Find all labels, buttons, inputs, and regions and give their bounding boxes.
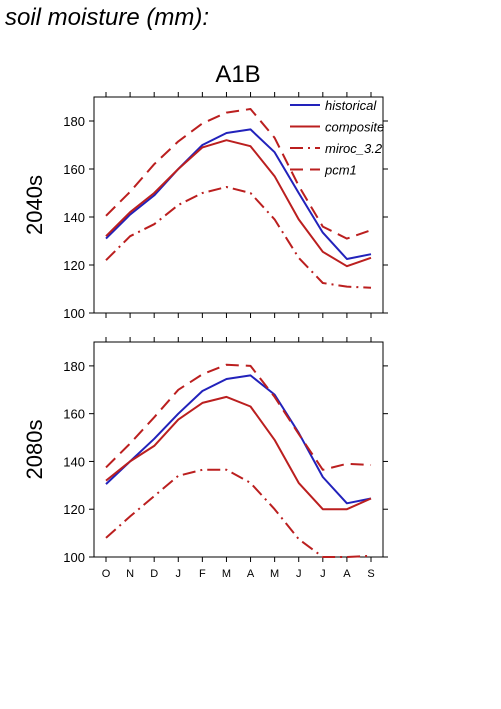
x-tick-label: N [126, 568, 134, 580]
y-tick-label: 120 [63, 258, 85, 273]
series-line-historical [105, 128, 372, 260]
y-tick-label: 120 [63, 502, 85, 517]
x-tick-label: A [247, 568, 255, 580]
legend-label: miroc_3.2 [325, 141, 383, 156]
series-line-composite [105, 139, 372, 268]
x-tick-label: D [150, 568, 158, 580]
y-tick-label: 180 [63, 359, 85, 374]
series-line-historical [105, 374, 372, 505]
legend-label: composite [325, 120, 384, 135]
x-tick-label: M [222, 568, 231, 580]
panel-label: 2080s [22, 420, 47, 480]
x-tick-label: J [296, 568, 302, 580]
series-line-composite [105, 395, 372, 511]
chart-title: A1B [215, 61, 260, 88]
y-tick-label: 140 [63, 454, 85, 469]
y-tick-label: 100 [63, 306, 85, 321]
x-tick-label: M [270, 568, 279, 580]
legend: historical composite miroc_3.2 pcm1 [290, 98, 384, 178]
legend-label: historical [325, 98, 377, 113]
x-tick-label: A [343, 568, 351, 580]
y-tick-label: 140 [63, 210, 85, 225]
y-tick-label: 100 [63, 550, 85, 565]
y-tick-label: 180 [63, 114, 85, 129]
x-tick-label: O [102, 568, 111, 580]
y-tick-label: 160 [63, 162, 85, 177]
page-title: soil moisture (mm): [5, 4, 210, 31]
x-tick-label: S [367, 568, 374, 580]
series-line-pcm1 [105, 363, 372, 471]
series-line-miroc-3-2 [105, 186, 372, 289]
series-line-miroc-3-2 [105, 468, 372, 558]
x-tick-label: F [199, 568, 206, 580]
y-tick-label: 160 [63, 407, 85, 422]
x-tick-label: J [320, 568, 326, 580]
x-tick-label: J [176, 568, 182, 580]
series-line-pcm1 [105, 108, 372, 240]
panel-2040s: 100 120 140 160 180 2040s historical composite m… [22, 92, 388, 321]
plot-frame [93, 341, 384, 558]
plot-frame [93, 96, 384, 314]
panel-2080s: 100 120 140 160 180 O N D J F M A M J J A S 2080s [22, 337, 388, 580]
legend-label: pcm1 [324, 163, 357, 178]
panel-label: 2040s [22, 175, 47, 235]
